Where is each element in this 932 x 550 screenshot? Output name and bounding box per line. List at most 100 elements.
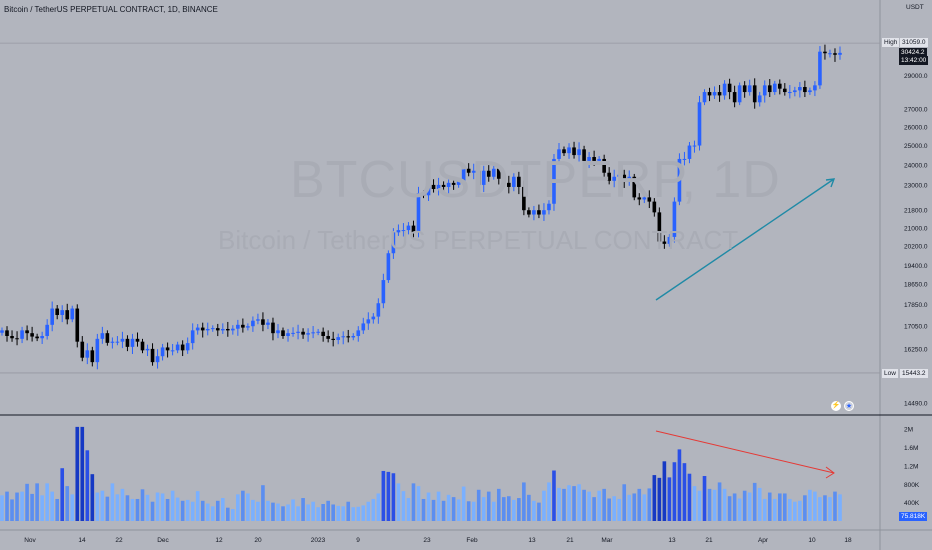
y-tick-label: 29000.0 [904,73,928,80]
volume-bar [707,488,712,521]
candle-body [788,92,792,94]
candle [215,323,220,337]
candle [717,85,722,102]
candle-body [25,330,29,334]
volume-bar [306,504,310,521]
volume-bar [732,493,737,521]
candle-body [692,145,697,147]
volume-bar [215,500,220,521]
volume-bar [60,468,65,521]
volume-bar [632,493,637,521]
candle-body [732,92,737,103]
candle-body [416,193,421,233]
high-label: High [882,38,900,47]
volume-bar [120,488,125,521]
volume-last-tag: 75.818K [899,512,928,521]
watermark-description: Bitcoin / TetherUS PERPETUAL CONTRACT [218,225,739,255]
volume-bar [105,496,110,521]
volume-bar [95,492,100,521]
volume-bar [246,493,250,521]
volume-bar [507,496,511,521]
volume-bar [777,493,782,521]
candle [647,190,652,209]
candle-body [537,210,541,215]
candle-body [622,174,627,181]
candle-body [70,308,75,320]
candle-body [712,92,717,96]
candle [577,142,581,162]
candle [747,79,752,96]
candle-body [823,51,827,54]
volume-bar [416,486,421,521]
y-tick-label: 17050.0 [904,324,928,331]
candle [567,143,571,159]
candle [100,326,105,344]
candle-body [677,158,682,202]
candle [572,141,576,159]
candle-body [316,331,320,333]
volume-bar [195,491,200,521]
x-tick-label: Dec [157,537,169,544]
down-arrow-head [825,466,835,479]
candle [130,333,135,354]
volume-bar [823,495,827,521]
volume-bar [376,493,381,521]
candle-body [155,356,160,363]
candle [115,336,120,346]
volume-bar [782,493,787,521]
candle-body [527,210,531,215]
candle-body [406,225,411,231]
candle-body [80,341,85,358]
volume-bar [386,471,391,521]
candle-body [637,197,642,200]
candle [195,324,200,335]
candle-body [532,210,536,215]
candle-body [100,333,105,339]
candle [602,154,606,179]
candle-body [140,341,145,351]
volume-bar [456,499,461,521]
volume-bar [316,507,320,521]
candle-body [371,316,376,320]
candle-body [50,308,54,325]
candle-body [421,193,426,196]
candle-body [687,145,692,159]
candle [200,322,205,338]
candle [0,327,4,336]
candle-body [5,330,9,336]
candle [512,173,516,192]
down-arrow [655,430,835,479]
candle-body [782,88,787,93]
volume-bar [798,500,802,521]
volume-bar [341,506,346,521]
volume-bar [411,483,416,521]
indicator-icons: ⚡ ★ [831,401,854,411]
volume-bar [5,491,9,521]
volume-bar [30,493,34,521]
candle [607,167,611,185]
volume-bar [431,499,436,521]
candle-body [512,176,516,187]
candle [441,181,446,192]
x-tick-label: 21 [705,537,713,544]
candle [788,85,792,99]
candle [622,169,627,188]
volume-bar [592,497,596,521]
candle [5,326,9,342]
candle [532,205,536,221]
candle-body [838,52,842,55]
lightning-icon[interactable]: ⚡ [831,401,841,411]
volume-tick-label: 800K [904,482,920,489]
volume-bar [296,506,300,521]
volume-bar [527,494,531,521]
candle [632,173,637,201]
candle [70,305,75,323]
us-flag-icon[interactable]: ★ [844,401,854,411]
volume-bar [476,489,481,521]
candle [256,313,260,325]
candle-body [752,85,757,103]
candle [722,80,727,100]
volume-tick-label: 1.2M [904,463,918,470]
volume-bar [70,494,75,521]
